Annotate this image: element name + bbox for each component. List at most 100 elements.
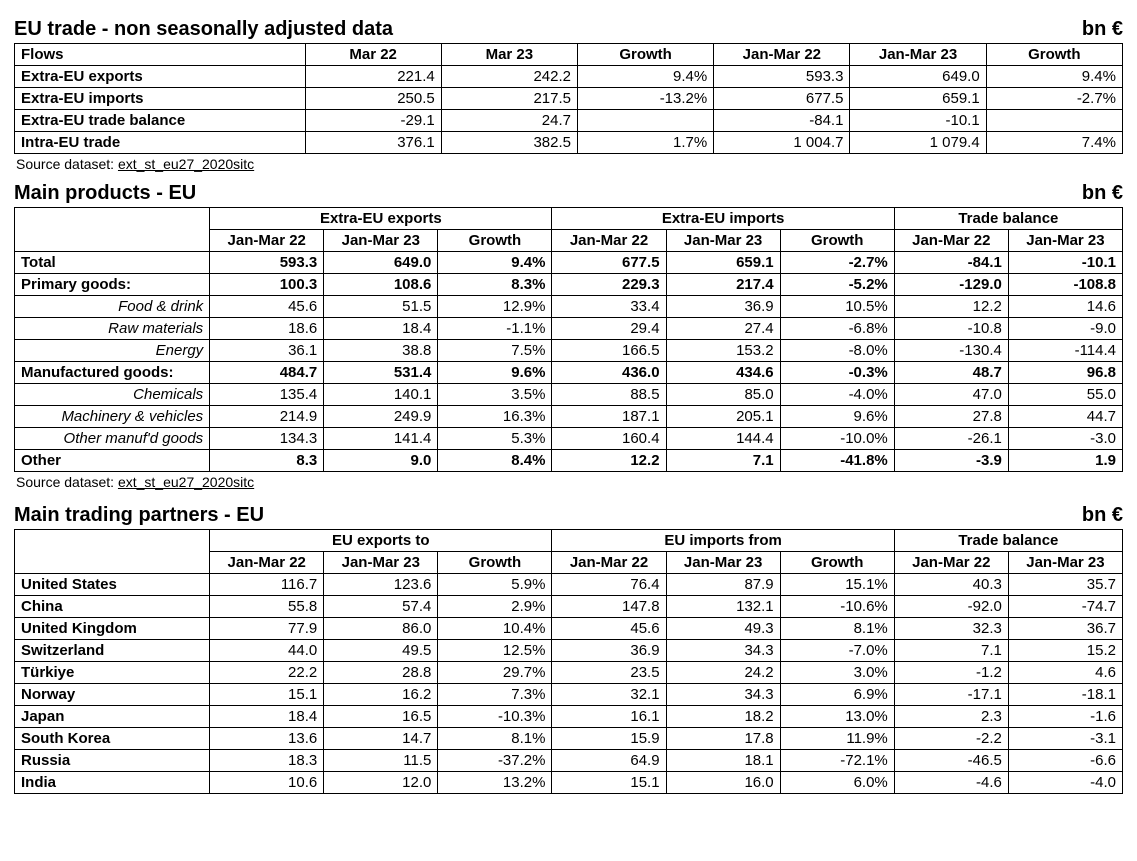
cell-value: 9.4% <box>438 252 552 274</box>
cell-value: 144.4 <box>666 428 780 450</box>
cell-value: -74.7 <box>1008 596 1122 618</box>
cell-value: 13.0% <box>780 706 894 728</box>
cell-value: -0.3% <box>780 362 894 384</box>
group-header: Extra-EU imports <box>552 208 894 230</box>
row-label: Intra-EU trade <box>15 132 306 154</box>
cell-value: 57.4 <box>324 596 438 618</box>
cell-value: 49.5 <box>324 640 438 662</box>
cell-value: -84.1 <box>714 110 850 132</box>
table-row: Primary goods:100.3108.68.3%229.3217.4-5… <box>15 274 1123 296</box>
row-label: Extra-EU exports <box>15 66 306 88</box>
cell-value: -13.2% <box>577 88 713 110</box>
cell-value: 140.1 <box>324 384 438 406</box>
cell-value: 44.7 <box>1008 406 1122 428</box>
cell-value: 35.7 <box>1008 574 1122 596</box>
cell-value: 3.0% <box>780 662 894 684</box>
source-link-1[interactable]: ext_st_eu27_2020sitc <box>118 156 254 172</box>
table-row: United States116.7123.65.9%76.487.915.1%… <box>15 574 1123 596</box>
source-2: Source dataset: ext_st_eu27_2020sitc <box>16 474 1123 490</box>
sub-header: Jan-Mar 23 <box>1008 552 1122 574</box>
row-label: Machinery & vehicles <box>15 406 210 428</box>
unit-label-2: bn € <box>1082 182 1123 205</box>
cell-value: -10.6% <box>780 596 894 618</box>
cell-value: 24.2 <box>666 662 780 684</box>
section-1-title: EU trade - non seasonally adjusted data <box>14 18 393 41</box>
cell-value: 205.1 <box>666 406 780 428</box>
cell-value: 242.2 <box>441 66 577 88</box>
cell-value: 88.5 <box>552 384 666 406</box>
table-row: South Korea13.614.78.1%15.917.811.9%-2.2… <box>15 728 1123 750</box>
section-2-title: Main products - EU <box>14 182 196 205</box>
cell-value: 51.5 <box>324 296 438 318</box>
cell-value: 14.7 <box>324 728 438 750</box>
cell-value: -46.5 <box>894 750 1008 772</box>
sub-header: Growth <box>438 230 552 252</box>
cell-value: 659.1 <box>850 88 986 110</box>
cell-value: -9.0 <box>1008 318 1122 340</box>
table-row: Total593.3649.09.4%677.5659.1-2.7%-84.1-… <box>15 252 1123 274</box>
cell-value: -72.1% <box>780 750 894 772</box>
cell-value: -1.1% <box>438 318 552 340</box>
cell-value: 12.5% <box>438 640 552 662</box>
cell-value: 1 004.7 <box>714 132 850 154</box>
table-row: China55.857.42.9%147.8132.1-10.6%-92.0-7… <box>15 596 1123 618</box>
cell-value: 23.5 <box>552 662 666 684</box>
cell-value: 166.5 <box>552 340 666 362</box>
table-row: Intra-EU trade376.1382.51.7%1 004.71 079… <box>15 132 1123 154</box>
cell-value: 2.9% <box>438 596 552 618</box>
cell-value: -26.1 <box>894 428 1008 450</box>
cell-value: 6.0% <box>780 772 894 794</box>
cell-value: 217.5 <box>441 88 577 110</box>
cell-value: 24.7 <box>441 110 577 132</box>
sub-header: Jan-Mar 23 <box>324 552 438 574</box>
cell-value: -3.1 <box>1008 728 1122 750</box>
table-row: Other manuf'd goods134.3141.45.3%160.414… <box>15 428 1123 450</box>
sub-header: Jan-Mar 23 <box>1008 230 1122 252</box>
cell-value: 147.8 <box>552 596 666 618</box>
table-row: Manufactured goods:484.7531.49.6%436.043… <box>15 362 1123 384</box>
cell-value: 48.7 <box>894 362 1008 384</box>
cell-value: 9.6% <box>780 406 894 428</box>
t1-col-header: Jan-Mar 23 <box>850 44 986 66</box>
blank-header <box>15 530 210 574</box>
cell-value: 36.1 <box>210 340 324 362</box>
sub-header: Growth <box>780 552 894 574</box>
cell-value: 116.7 <box>210 574 324 596</box>
cell-value: 8.4% <box>438 450 552 472</box>
cell-value: 34.3 <box>666 640 780 662</box>
cell-value: 8.1% <box>780 618 894 640</box>
cell-value: -18.1 <box>1008 684 1122 706</box>
cell-value: 55.8 <box>210 596 324 618</box>
cell-value: 141.4 <box>324 428 438 450</box>
cell-value: 87.9 <box>666 574 780 596</box>
cell-value: 12.9% <box>438 296 552 318</box>
cell-value: 45.6 <box>210 296 324 318</box>
cell-value: 6.9% <box>780 684 894 706</box>
cell-value: 187.1 <box>552 406 666 428</box>
cell-value: 677.5 <box>552 252 666 274</box>
row-label: Extra-EU imports <box>15 88 306 110</box>
cell-value: 8.1% <box>438 728 552 750</box>
cell-value: 16.0 <box>666 772 780 794</box>
row-label: Chemicals <box>15 384 210 406</box>
row-label: Japan <box>15 706 210 728</box>
cell-value: 96.8 <box>1008 362 1122 384</box>
cell-value: -37.2% <box>438 750 552 772</box>
row-label: Energy <box>15 340 210 362</box>
cell-value: 18.2 <box>666 706 780 728</box>
cell-value: 7.3% <box>438 684 552 706</box>
cell-value: 7.1 <box>666 450 780 472</box>
cell-value: 659.1 <box>666 252 780 274</box>
cell-value: 32.3 <box>894 618 1008 640</box>
cell-value: 376.1 <box>305 132 441 154</box>
cell-value: -92.0 <box>894 596 1008 618</box>
cell-value: 677.5 <box>714 88 850 110</box>
table-row: Norway15.116.27.3%32.134.36.9%-17.1-18.1 <box>15 684 1123 706</box>
cell-value: 11.9% <box>780 728 894 750</box>
cell-value: 29.7% <box>438 662 552 684</box>
cell-value: 221.4 <box>305 66 441 88</box>
cell-value: 28.8 <box>324 662 438 684</box>
cell-value: 18.3 <box>210 750 324 772</box>
cell-value: 484.7 <box>210 362 324 384</box>
source-link-2[interactable]: ext_st_eu27_2020sitc <box>118 474 254 490</box>
